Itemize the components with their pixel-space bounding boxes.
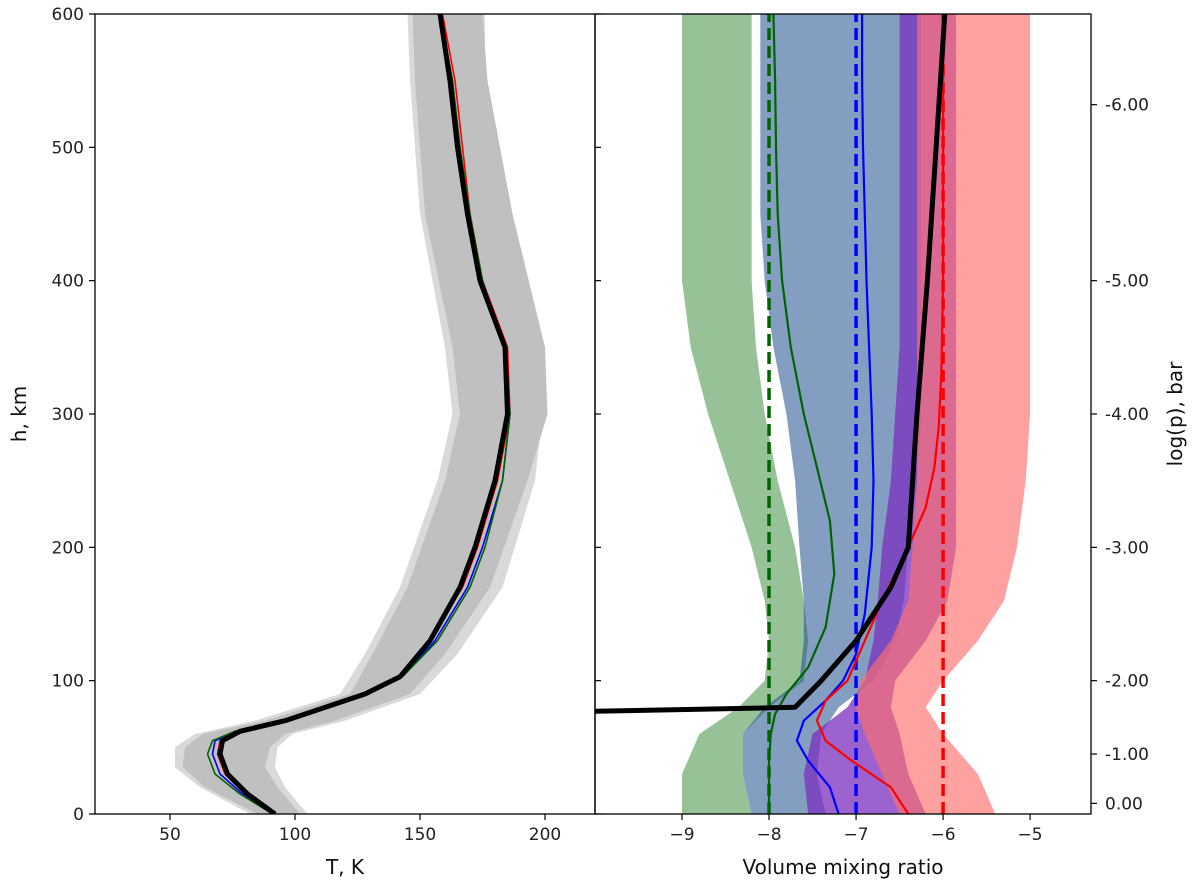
left-y-tick-label: 500 — [52, 138, 84, 158]
left-x-tick-label: 50 — [159, 825, 181, 845]
right-green-band — [682, 14, 809, 814]
right-y-tick-label: 0.00 — [1105, 794, 1143, 814]
left-y-tick-label: 600 — [52, 5, 84, 25]
left-y-tick-label: 100 — [52, 672, 84, 692]
right-x-tick-label: −9 — [669, 825, 694, 845]
left-y-tick-label: 200 — [52, 538, 84, 558]
right-series-black-line — [595, 14, 948, 714]
right-panel-series — [595, 14, 948, 814]
left-x-tick-label: 150 — [404, 825, 436, 845]
right-x-tick-label: −7 — [844, 825, 869, 845]
right-x-tick-label: −6 — [931, 825, 956, 845]
right-series-green-line — [767, 14, 836, 814]
left-y-axis-label: h, km — [7, 386, 31, 442]
left-x-tick-label: 200 — [529, 825, 561, 845]
right-y-tick-label: -3.00 — [1105, 538, 1149, 558]
right-x-axis-label: Volume mixing ratio — [742, 855, 943, 879]
right-y-tick-label: -6.00 — [1105, 96, 1149, 116]
right-y-tick-label: -1.00 — [1105, 745, 1149, 765]
left-x-axis-label: T, K — [325, 855, 365, 879]
left-series-black-line — [217, 14, 510, 814]
right-y-tick-label: -5.00 — [1105, 272, 1149, 292]
left-inner-gray-band — [182, 14, 548, 814]
right-series-blue-line — [795, 14, 875, 814]
left-y-tick-label: 0 — [73, 805, 84, 825]
right-y-axis-label: log(p), bar — [1163, 361, 1187, 466]
left-x-tick-label: 100 — [279, 825, 311, 845]
left-y-tick-label: 400 — [52, 272, 84, 292]
left-y-tick-label: 300 — [52, 405, 84, 425]
right-y-tick-label: -4.00 — [1105, 405, 1149, 425]
right-y-tick-label: -2.00 — [1105, 672, 1149, 692]
right-axis-ticks: −9 −8 −7 −6 −5 0.00 -1.00 -2.00 -3.00 -4.00 -5.00 -… — [669, 96, 1149, 845]
right-x-tick-label: −5 — [1018, 825, 1043, 845]
right-x-tick-label: −8 — [757, 825, 782, 845]
left-axis-ticks: 50 100 150 200 0 100 200 300 400 500 600 — [52, 5, 601, 845]
left-panel-series — [206, 14, 511, 814]
